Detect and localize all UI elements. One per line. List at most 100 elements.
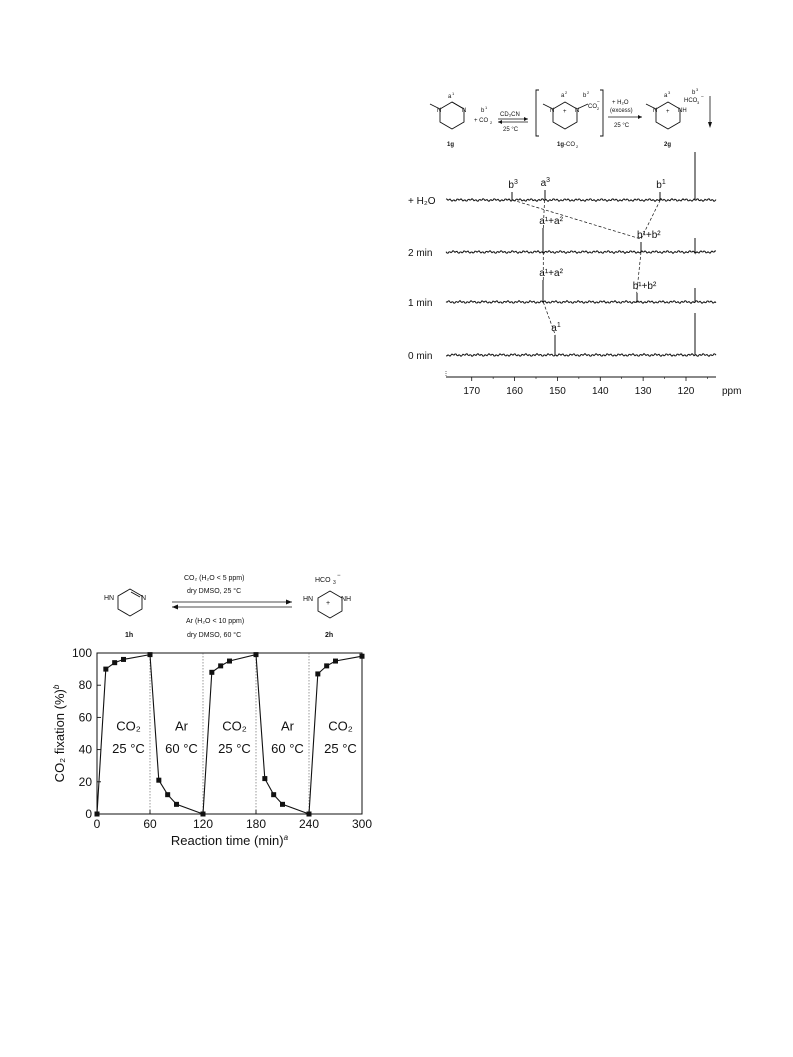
nmr-correlation-line <box>512 199 642 240</box>
compound-label-1h: 1h <box>125 632 133 639</box>
label-b3: b <box>692 90 696 96</box>
region-label-line1: CO₂ <box>222 718 247 733</box>
nmr-peak-label: a¹+a² <box>539 216 563 227</box>
svg-text:+: + <box>666 109 670 115</box>
region-label-line1: CO₂ <box>116 718 141 733</box>
methyl-bond <box>429 103 441 110</box>
svg-text:CO₂ (H₂O < 5 ppm): CO₂ (H₂O < 5 ppm) <box>184 575 244 582</box>
region-label-line2: 25 °C <box>324 741 357 756</box>
data-point <box>103 666 109 672</box>
nmr-trace-label: 0 min <box>408 351 432 362</box>
compound-2h: + HN NH HCO 3 − 2h <box>303 573 351 639</box>
data-point <box>315 671 321 677</box>
data-point <box>359 653 365 659</box>
nmr-x-tick-label: 140 <box>592 386 609 397</box>
label-a1: a <box>448 94 452 100</box>
svg-text:3: 3 <box>696 87 699 92</box>
svg-text:HCO: HCO <box>315 577 331 584</box>
nmr-x-tick-label: 160 <box>506 386 523 397</box>
co2-sub: 2 <box>490 120 493 125</box>
label-a2: a <box>561 93 565 99</box>
nmr-trace-label: 2 min <box>408 248 432 259</box>
x-axis-label-sup: a <box>284 833 289 842</box>
compound-1h: HN N 1h <box>104 588 146 639</box>
arrow-condition-bottom: 25 °C <box>503 127 519 133</box>
nmr-trace-line <box>445 280 717 305</box>
y-tick-label: 0 <box>85 807 92 821</box>
compound-label-2h: 2h <box>325 632 333 639</box>
data-point <box>324 663 330 669</box>
label-b1-sup: 1 <box>485 105 488 110</box>
svg-text:dry DMSO, 25 °C: dry DMSO, 25 °C <box>187 587 241 595</box>
svg-text:2: 2 <box>597 106 600 111</box>
compound-1g: N N a 1 1g <box>429 91 466 148</box>
svg-text:N: N <box>141 595 146 602</box>
nmr-x-axis-label: ppm <box>722 386 741 397</box>
svg-text:2: 2 <box>576 144 579 149</box>
equilibrium-arrow-1: CD₃CN 25 °C <box>498 112 528 133</box>
y-tick-label: 20 <box>79 775 93 789</box>
nmr-peak-label: b3 <box>508 179 518 191</box>
y-axis-label: CO₂ fixation (%)b <box>52 684 67 782</box>
plus-charge: + <box>563 109 567 115</box>
nmr-trace: 1 min a¹+a² b¹+b² <box>408 268 717 309</box>
data-point <box>174 801 179 807</box>
data-point <box>165 792 171 798</box>
compound-2g: + N NH a 3 b 3 HCO 3 − 2g <box>645 87 712 148</box>
region-label-line2: 25 °C <box>218 741 251 756</box>
svg-text:3: 3 <box>333 580 336 586</box>
data-point <box>271 792 277 798</box>
y-tick-label: 80 <box>79 678 93 692</box>
data-point <box>209 669 215 675</box>
y-axis-label-sup: b <box>52 684 61 689</box>
data-point <box>156 777 162 783</box>
svg-text:N: N <box>575 108 579 114</box>
svg-text:2: 2 <box>565 90 568 95</box>
data-point <box>112 660 118 666</box>
equilibrium-arrows: CO₂ (H₂O < 5 ppm) dry DMSO, 25 °C Ar (H₂… <box>172 575 292 639</box>
svg-text:N: N <box>653 108 657 114</box>
nmr-x-tick-label: 170 <box>463 386 480 397</box>
y-tick-label: 40 <box>79 743 93 757</box>
svg-text:HCO: HCO <box>684 98 698 104</box>
svg-text:HN: HN <box>303 596 313 603</box>
double-bond <box>451 101 465 110</box>
x-tick-label: 0 <box>94 817 101 831</box>
svg-text:N: N <box>550 108 554 114</box>
svg-text:CO: CO <box>588 104 597 110</box>
nmr-peak-label: b¹+b² <box>633 281 657 292</box>
y-tick-label: 60 <box>79 710 93 724</box>
bottom-reaction-scheme: HN N 1h CO₂ (H₂O < 5 ppm) dry DMSO, 25 °… <box>104 573 351 639</box>
nmr-peak-label: b¹+b² <box>637 230 661 241</box>
x-tick-label: 300 <box>352 817 372 831</box>
nmr-trace: 2 min a¹+a² b¹+b² <box>408 216 717 259</box>
label-a1-sup: 1 <box>452 91 455 96</box>
n-label: N <box>437 108 441 114</box>
label-a3: a <box>664 93 668 99</box>
nmr-x-tick-label: 150 <box>549 386 566 397</box>
x-tick-label: 180 <box>246 817 266 831</box>
x-axis-label: Reaction time (min)a <box>171 833 289 848</box>
x-tick-label: 120 <box>193 817 213 831</box>
region-label-line2: 25 °C <box>112 741 145 756</box>
nmr-trace-label: + H₂O <box>408 196 436 207</box>
compound-label-2g: 2g <box>664 142 671 148</box>
data-point <box>227 658 232 664</box>
region-label-line2: 60 °C <box>165 741 198 756</box>
reaction-arrow-2: + H₂O (excess) 25 °C <box>608 100 642 129</box>
data-point <box>94 811 100 817</box>
nmr-peak-label: a3 <box>541 177 551 189</box>
svg-text:dry DMSO, 60 °C: dry DMSO, 60 °C <box>187 631 241 639</box>
nmr-x-tick-label: 120 <box>678 386 695 397</box>
svg-text:+: + <box>326 600 330 607</box>
svg-text:NH: NH <box>341 596 351 603</box>
nmr-x-tick-label: 130 <box>635 386 652 397</box>
svg-text:HN: HN <box>104 595 114 602</box>
compound-label-1g-co2: 1g <box>557 142 564 148</box>
nmr-trace-label: 1 min <box>408 298 432 309</box>
nmr-peak-label: a¹+a² <box>539 268 563 279</box>
nmr-correlation-line <box>640 199 661 240</box>
ring-1g <box>439 101 465 130</box>
svg-text:(excess): (excess) <box>610 108 633 114</box>
series-line <box>96 653 363 815</box>
